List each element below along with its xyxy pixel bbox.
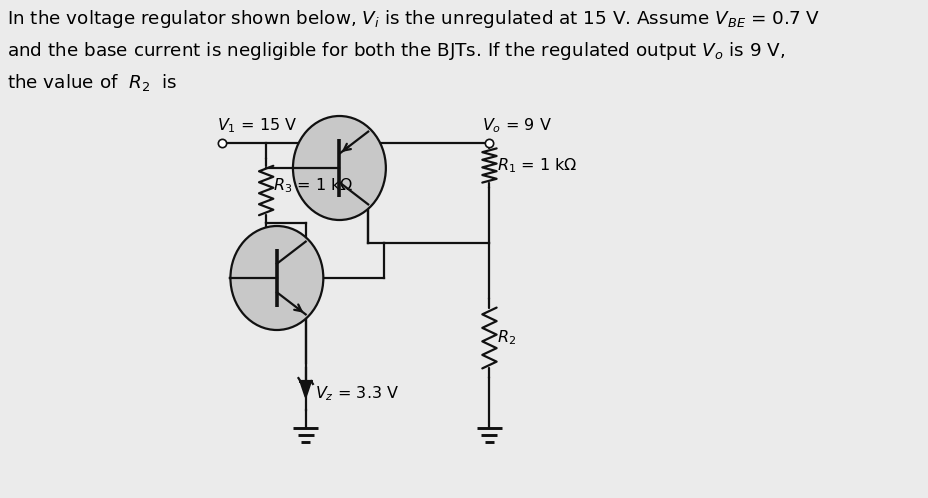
Text: $R_3$ = 1 kΩ: $R_3$ = 1 kΩ [273, 176, 354, 195]
Text: $R_2$: $R_2$ [496, 329, 515, 347]
Text: $V_1$ = 15 V: $V_1$ = 15 V [217, 117, 297, 135]
Text: $V_z$ = 3.3 V: $V_z$ = 3.3 V [315, 384, 398, 403]
Polygon shape [300, 381, 311, 397]
Text: $V_o$ = 9 V: $V_o$ = 9 V [482, 117, 551, 135]
Circle shape [292, 116, 385, 220]
Circle shape [230, 226, 323, 330]
Text: the value of  $R_2$  is: the value of $R_2$ is [7, 72, 177, 93]
Text: $R_1$ = 1 kΩ: $R_1$ = 1 kΩ [496, 156, 576, 175]
Text: In the voltage regulator shown below, $V_i$ is the unregulated at 15 V. Assume $: In the voltage regulator shown below, $V… [7, 8, 819, 30]
Text: and the base current is negligible for both the BJTs. If the regulated output $V: and the base current is negligible for b… [7, 40, 784, 62]
